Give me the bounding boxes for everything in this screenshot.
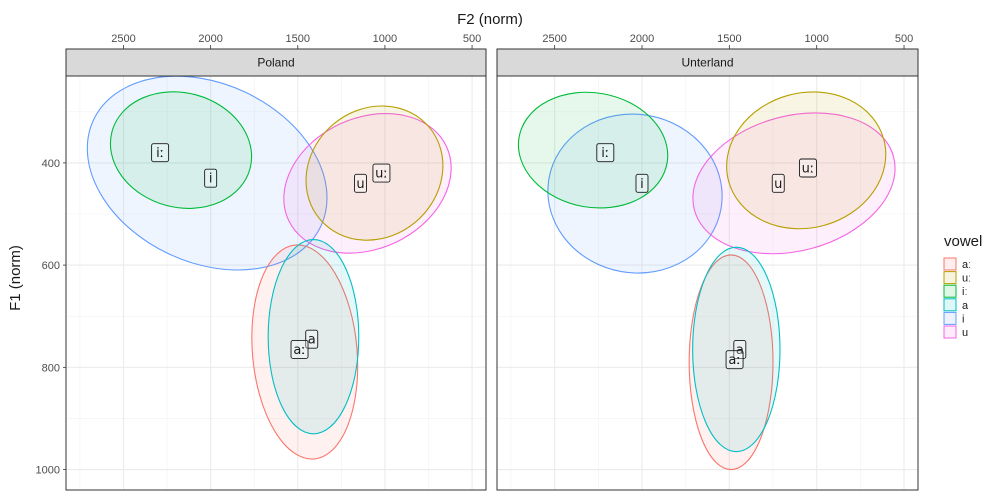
plot-background: [497, 76, 918, 490]
facet-panels: Poland 2500 2000 1500 1000 500 400 600 800 1000 iː…: [36, 33, 919, 491]
strip-title: Poland: [257, 56, 294, 70]
strip-background: [65, 48, 487, 77]
vowel-label-box: [305, 329, 319, 349]
vowel-label-text: aː: [293, 343, 305, 358]
x-tick-label: 1500: [286, 33, 310, 45]
x-tick-label: 1000: [804, 33, 828, 45]
ellipse-a: [692, 246, 781, 453]
vowel-label-text: uː: [375, 167, 388, 182]
x-tick-label: 1500: [717, 33, 741, 45]
vowel-label-text: i: [209, 172, 213, 187]
vowel-label-box: [798, 158, 817, 178]
x-tick-label: 2500: [111, 33, 135, 45]
legend-key: [943, 298, 957, 312]
ellipses: [517, 91, 896, 471]
minor-grid: [497, 76, 918, 490]
ellipse-uː: [726, 91, 887, 230]
legend-key: [943, 271, 957, 285]
vowel-label-box: [354, 173, 367, 193]
major-grid: [66, 76, 486, 490]
vowel-label-aː: aː: [725, 350, 744, 370]
panel-border: [496, 75, 919, 491]
vowel-label-i: i: [635, 173, 649, 193]
legend-label: i: [962, 313, 964, 325]
x-axis-title: F2 (norm): [457, 11, 523, 28]
vowel-label-uː: uː: [372, 163, 391, 183]
legend-key: [943, 257, 957, 271]
x-tick-label: 2000: [198, 33, 222, 45]
legend-item-i: i: [943, 311, 964, 325]
legend-key: [943, 325, 957, 339]
legend-label: iː: [962, 286, 968, 298]
panel-border: [65, 75, 487, 491]
vowel-label-u: u: [771, 173, 785, 193]
legend-label: u: [962, 327, 968, 339]
vowel-label-box: [151, 143, 170, 163]
vowel-label-u: u: [354, 173, 367, 193]
strip-title: Unterland: [681, 56, 733, 70]
legend-key: [943, 311, 957, 325]
ellipse-u: [283, 112, 452, 254]
y-tick-label: 600: [42, 260, 60, 272]
vowel-label-box: [635, 173, 649, 193]
legend-item-a: a: [943, 298, 969, 312]
vowel-label-text: i: [640, 177, 644, 192]
x-tick-label: 500: [895, 33, 913, 45]
vowel-label-text: aː: [728, 353, 740, 368]
legend-title: vowel: [944, 233, 982, 250]
y-tick-label: 800: [42, 362, 60, 374]
vowel-label-box: [771, 173, 785, 193]
vowel-label-text: uː: [802, 162, 815, 177]
ellipse-a: [267, 239, 360, 435]
y-axis-title: F1 (norm): [7, 245, 24, 311]
vowel-label-text: u: [774, 177, 782, 192]
y-tick-label: 400: [42, 158, 60, 170]
strip-background: [496, 48, 919, 77]
major-grid: [497, 76, 918, 490]
vowel-label-aː: aː: [290, 339, 309, 359]
x-tick-label: 2500: [542, 33, 566, 45]
legend-key: [943, 284, 957, 298]
vowel-label-box: [725, 350, 744, 370]
ellipse-aː: [251, 244, 359, 460]
vowel-label-iː: iː: [151, 143, 170, 163]
legend-item-iː: iː: [943, 284, 968, 298]
vowel-label-a: a: [305, 329, 319, 349]
vowel-labels: iː i uː u aaː: [151, 143, 391, 359]
vowel-label-box: [204, 168, 218, 188]
ellipse-iː: [517, 91, 669, 209]
panel-poland: Poland 2500 2000 1500 1000 500 400 600 800 1000 iː…: [36, 33, 487, 491]
ellipse-u: [692, 112, 896, 255]
x-tick-label: 500: [463, 33, 481, 45]
y-tick-label: 1000: [36, 465, 60, 477]
vowel-label-text: iː: [156, 146, 164, 161]
legend-item-uː: uː: [943, 271, 971, 285]
vowel-label-text: iː: [601, 146, 609, 161]
ellipse-uː: [305, 105, 444, 241]
legend-label: a: [962, 300, 969, 312]
vowel-label-box: [372, 163, 391, 183]
vowel-label-box: [596, 143, 615, 163]
ellipse-i: [86, 75, 328, 271]
x-tick-label: 1000: [373, 33, 397, 45]
legend-label: aː: [962, 259, 971, 271]
ellipse-aː: [688, 254, 774, 471]
legend-item-u: u: [943, 325, 968, 339]
vowel-label-box: [290, 339, 309, 359]
minor-grid: [66, 76, 486, 490]
vowel-label-text: u: [356, 177, 364, 192]
legend-item-aː: aː: [943, 257, 971, 271]
vowel-label-text: a: [308, 333, 316, 348]
legend-label: uː: [962, 273, 971, 285]
vowel-label-uː: uː: [798, 158, 817, 178]
vowel-label-i: i: [204, 168, 218, 188]
vowel-label-iː: iː: [596, 143, 615, 163]
x-tick-label: 2000: [630, 33, 654, 45]
